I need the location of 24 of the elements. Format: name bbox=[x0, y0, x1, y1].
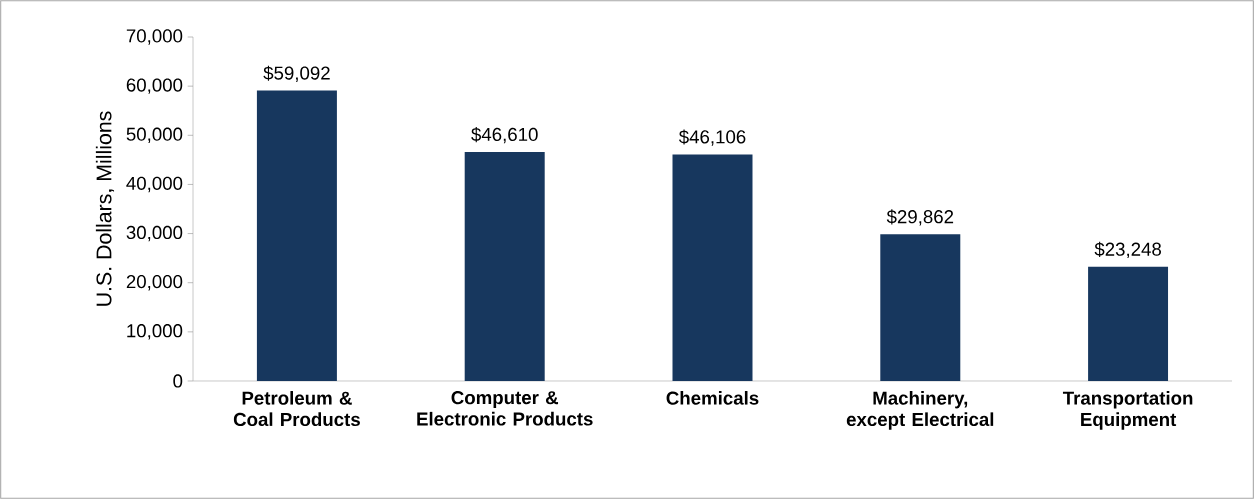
x-tick-label: Transportation Equipment bbox=[1062, 391, 1193, 430]
bar bbox=[464, 151, 545, 381]
y-tick-label: 10,000 bbox=[127, 324, 183, 340]
y-tick-label: 30,000 bbox=[126, 225, 183, 242]
y-tick-label: 0 bbox=[173, 374, 183, 388]
data-label: $23,248 bbox=[1094, 241, 1162, 259]
y-tick-label: 40,000 bbox=[126, 176, 183, 193]
x-tick-label: Chemicals bbox=[666, 391, 759, 405]
bar bbox=[672, 154, 753, 381]
bar bbox=[1088, 266, 1169, 381]
bar bbox=[880, 234, 961, 381]
data-label: $46,106 bbox=[678, 129, 746, 146]
data-label: $29,862 bbox=[886, 209, 954, 226]
y-tick-label: 60,000 bbox=[126, 78, 183, 94]
x-tick-label: Computer & Electronic Products bbox=[417, 391, 593, 426]
x-tick-label: Machinery, except Electrical bbox=[846, 391, 994, 430]
y-tick-label: 50,000 bbox=[126, 127, 183, 143]
y-tick-label: 20,000 bbox=[126, 274, 183, 291]
y-axis-title: U.S. Dollars, Millions bbox=[95, 111, 115, 306]
bar bbox=[256, 90, 337, 381]
x-tick-label: Petroleum & Coal Products bbox=[233, 391, 360, 427]
y-tick-label: 70,000 bbox=[126, 29, 183, 45]
data-label: $46,610 bbox=[471, 127, 538, 144]
data-label: $59,092 bbox=[263, 65, 330, 82]
